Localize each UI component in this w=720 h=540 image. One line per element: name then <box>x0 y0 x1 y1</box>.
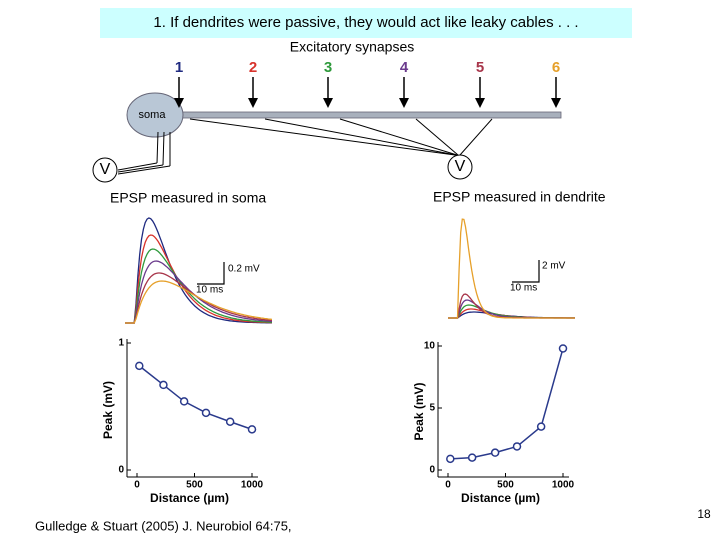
arrow-head <box>174 98 184 108</box>
scale-label: 10 ms <box>510 283 537 294</box>
y-tick-label: 1 <box>118 338 124 349</box>
x-tick-label: 500 <box>186 480 203 491</box>
soma <box>126 92 184 138</box>
x-tick-label: 0 <box>445 480 451 491</box>
synapse-number: 2 <box>249 59 257 76</box>
y-tick-label: 10 <box>424 341 436 352</box>
electrode-left <box>92 157 118 183</box>
scale-label: 0.2 mV <box>228 264 260 275</box>
data-point <box>201 408 211 418</box>
page-number: 18 <box>697 507 711 521</box>
data-point <box>179 397 189 406</box>
x-tick-label: 500 <box>497 480 514 491</box>
synapse-number: 6 <box>552 59 560 76</box>
synapse-label: Excitatory synapses <box>290 39 415 55</box>
arrow-head <box>475 98 485 108</box>
y-tick-label: 5 <box>429 403 435 414</box>
data-point <box>490 448 500 457</box>
data-point <box>558 344 568 353</box>
x-tick-label: 1000 <box>241 480 264 491</box>
data-point <box>135 361 144 371</box>
soma-label: soma <box>139 109 167 121</box>
soma-trace <box>125 280 273 324</box>
arrow-head <box>399 98 409 108</box>
synapse-number: 5 <box>476 59 484 76</box>
synapse-number: 4 <box>400 59 409 76</box>
data-line <box>138 365 253 431</box>
data-point <box>512 442 522 451</box>
soma-trace <box>125 248 272 324</box>
data-point <box>159 380 168 390</box>
y-axis-label: Peak (mV) <box>412 382 426 440</box>
dendrite-trace <box>448 218 575 319</box>
dendrite <box>177 111 562 119</box>
data-point <box>536 422 546 431</box>
y-tick-label: 0 <box>118 465 124 476</box>
soma-trace <box>125 217 272 324</box>
caption-right: EPSP measured in dendrite <box>433 189 606 205</box>
arrow-head <box>323 98 333 108</box>
synapse-number: 1 <box>175 59 183 76</box>
arrow-head <box>551 98 561 108</box>
data-point <box>225 417 235 426</box>
synapse-number: 3 <box>324 59 332 76</box>
scale-label: 2 mV <box>542 261 566 272</box>
title-box <box>100 8 632 38</box>
electrode-right <box>447 154 473 180</box>
y-tick-label: 0 <box>429 465 435 476</box>
slide-title: 1. If dendrites were passive, they would… <box>153 14 578 31</box>
caption-left: EPSP measured in soma <box>110 190 266 206</box>
dendrite-trace <box>448 304 575 319</box>
soma-trace <box>125 234 272 324</box>
x-axis-label: Distance (µm) <box>461 491 540 505</box>
x-axis-label: Distance (µm) <box>150 491 229 505</box>
scale-bars <box>197 260 540 285</box>
y-axis-label: Peak (mV) <box>101 381 115 439</box>
scale-label: 10 ms <box>196 285 223 296</box>
electrode-label: V <box>100 161 111 178</box>
dendrite-trace <box>448 293 575 319</box>
data-line <box>450 348 564 460</box>
citation: Gulledge & Stuart (2005) J. Neurobiol 64… <box>35 518 292 533</box>
data-point <box>446 454 455 464</box>
arrow-head <box>248 98 258 108</box>
x-tick-label: 1000 <box>552 480 575 491</box>
data-point <box>247 425 257 434</box>
electrode-label: V <box>455 158 466 175</box>
x-tick-label: 0 <box>134 480 140 491</box>
data-point <box>467 453 477 462</box>
electrode-wires <box>117 118 493 175</box>
